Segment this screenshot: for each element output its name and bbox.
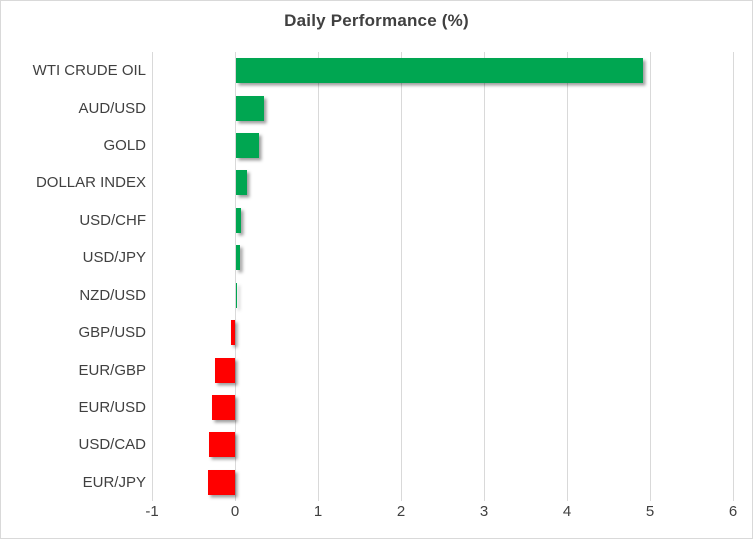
x-tick-label: 5 bbox=[645, 503, 655, 520]
bar-wti-crude-oil bbox=[236, 58, 643, 84]
category-label: AUD/USD bbox=[78, 99, 146, 117]
x-tick-label: -1 bbox=[145, 503, 159, 520]
gridline bbox=[567, 52, 568, 501]
x-tick-label: 0 bbox=[230, 503, 240, 520]
plot-area bbox=[152, 52, 734, 501]
x-axis: -1 0 1 2 3 4 5 6 bbox=[145, 503, 737, 525]
bar-usd-chf bbox=[236, 207, 241, 233]
bar-gold bbox=[236, 133, 260, 159]
category-label: GOLD bbox=[103, 137, 146, 155]
category-label: EUR/USD bbox=[78, 398, 146, 416]
bar-nzd-usd bbox=[236, 282, 237, 308]
x-tick-label: 4 bbox=[562, 503, 572, 520]
category-label: WTI CRUDE OIL bbox=[32, 62, 146, 80]
bar-eur-usd bbox=[211, 394, 235, 420]
bar-aud-usd bbox=[236, 95, 265, 121]
gridline bbox=[401, 52, 402, 501]
category-axis: WTI CRUDE OIL AUD/USD GOLD DOLLAR INDEX USD/… bbox=[1, 52, 146, 501]
category-label: DOLLAR INDEX bbox=[35, 174, 146, 192]
gridline bbox=[235, 52, 236, 501]
category-label: USD/CHF bbox=[79, 211, 146, 229]
x-tick-label: 2 bbox=[396, 503, 406, 520]
category-label: EUR/JPY bbox=[82, 473, 146, 491]
gridline bbox=[650, 52, 651, 501]
bar-eur-jpy bbox=[207, 469, 235, 495]
category-label: GBP/USD bbox=[78, 324, 146, 342]
category-label: USD/JPY bbox=[82, 249, 146, 267]
bar-gbp-usd bbox=[230, 320, 235, 346]
x-tick-label: 3 bbox=[479, 503, 489, 520]
gridline bbox=[733, 52, 734, 501]
chart-title: Daily Performance (%) bbox=[284, 11, 469, 30]
gridline bbox=[318, 52, 319, 501]
x-tick-label: 1 bbox=[313, 503, 323, 520]
category-label: USD/CAD bbox=[78, 436, 146, 454]
gridline bbox=[484, 52, 485, 501]
category-label: NZD/USD bbox=[79, 286, 146, 304]
category-label: EUR/GBP bbox=[78, 361, 146, 379]
x-tick-label: 6 bbox=[728, 503, 738, 520]
gridline bbox=[152, 52, 153, 501]
bar-usd-cad bbox=[209, 432, 235, 458]
bar-dollar-index bbox=[236, 170, 247, 196]
bar-eur-gbp bbox=[215, 357, 235, 383]
bar-usd-jpy bbox=[236, 245, 241, 271]
